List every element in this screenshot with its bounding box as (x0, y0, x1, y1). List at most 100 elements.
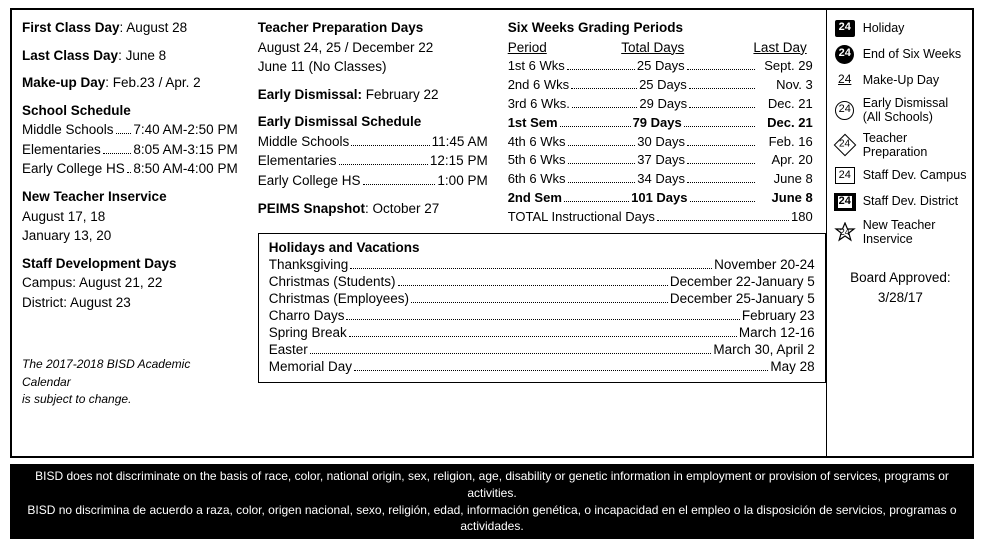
early-dismissal-label: Early Dismissal: (258, 87, 362, 102)
dotted-left: Early College HS (258, 171, 361, 191)
peims: PEIMS Snapshot: October 27 (258, 199, 488, 219)
dotted-row: Charro DaysFebruary 23 (269, 308, 815, 323)
legend-text: Early Dismissal (All Schools) (863, 96, 968, 125)
dotted-right: 8:50 AM-4:00 PM (133, 159, 237, 179)
disclaimer: BISD does not discriminate on the basis … (10, 464, 974, 539)
grading-period: 5th 6 Wks (508, 151, 566, 170)
first-class-value: : August 28 (120, 20, 188, 35)
page: First Class Day: August 28 Last Class Da… (0, 0, 984, 524)
legend-row: 24 Teacher Preparation (833, 131, 968, 160)
dotted-right: 7:40 AM-2:50 PM (133, 120, 237, 140)
column-2: Teacher Preparation Days August 24, 25 /… (248, 10, 498, 233)
dotted-row: Thanksgiving November 20-24 (269, 257, 815, 272)
grading-days: 25 Days (637, 57, 685, 76)
makeup-day: Make-up Day: Feb.23 / Apr. 2 (22, 73, 238, 93)
dotted-right: 8:05 AM-3:15 PM (133, 140, 237, 160)
dotted-right: December 22-January 5 (670, 274, 815, 289)
grading-lastday: Dec. 21 (757, 95, 813, 114)
legend-icon-underline: 24 (833, 70, 857, 90)
grading-row: 5th 6 Wks37 DaysApr. 20 (508, 151, 813, 170)
dotted-row: Christmas (Employees)December 25-January… (269, 291, 815, 306)
legend-text: Staff Dev. Campus (863, 168, 967, 182)
grading-total-label: TOTAL Instructional Days (508, 208, 655, 227)
grading-lastday: June 8 (757, 189, 813, 208)
early-dismissal-schedule-list: Middle Schools11:45 AMElementaries12:15 … (258, 132, 488, 191)
grading-lastday: Feb. 16 (757, 133, 813, 152)
dotted-row: Early College HS1:00 PM (258, 171, 488, 191)
dotted-left: Elementaries (22, 140, 101, 160)
legend-row: 24Make-Up Day (833, 70, 968, 90)
early-dismissal-value: February 22 (362, 87, 439, 102)
columns-2-3-wrap: Teacher Preparation Days August 24, 25 /… (248, 10, 826, 456)
peims-label: PEIMS Snapshot (258, 201, 365, 216)
legend-text: End of Six Weeks (863, 47, 961, 61)
legend-icon-circle-outline: 24 (833, 100, 857, 120)
grading-row: 6th 6 Wks34 DaysJune 8 (508, 170, 813, 189)
dotted-left: Early College HS (22, 159, 125, 179)
grading-days: 101 Days (631, 189, 687, 208)
legend-icon-diamond: 24 (833, 135, 857, 155)
board-label: Board Approved: (833, 268, 968, 288)
main-box: First Class Day: August 28 Last Class Da… (10, 8, 974, 458)
dotted-left: Elementaries (258, 151, 337, 171)
legend-row: 24Staff Dev. District (833, 192, 968, 212)
grading-lastday: Dec. 21 (757, 114, 813, 133)
dotted-left: Thanksgiving (269, 257, 349, 272)
grading-total-row: TOTAL Instructional Days 180 (508, 208, 813, 227)
disclaimer-es: BISD no discrimina de acuerdo a raza, co… (16, 502, 968, 536)
grading-row: 1st 6 Wks25 DaysSept. 29 (508, 57, 813, 76)
grading-period: 2nd Sem (508, 189, 562, 208)
dotted-row: Middle Schools11:45 AM (258, 132, 488, 152)
legend-row: 24Staff Dev. Campus (833, 166, 968, 186)
first-class-label: First Class Day (22, 20, 120, 35)
board-date: 3/28/17 (833, 288, 968, 308)
dotted-row: Elementaries 8:05 AM-3:15 PM (22, 140, 238, 160)
grading-total-value: 180 (791, 208, 813, 227)
legend-text: Holiday (863, 21, 905, 35)
dotted-left: Middle Schools (258, 132, 350, 152)
dotted-row: Early College HS 8:50 AM-4:00 PM (22, 159, 238, 179)
legend-text: Teacher Preparation (863, 131, 968, 160)
legend-text: New Teacher Inservice (863, 218, 968, 247)
holidays-box: Holidays and Vacations ThanksgivingNovem… (258, 233, 826, 383)
legend-row: 24 Early Dismissal (All Schools) (833, 96, 968, 125)
peims-value: : October 27 (365, 201, 439, 216)
makeup-value: : Feb.23 / Apr. 2 (105, 75, 200, 90)
grading-row: 2nd Sem 101 Days June 8 (508, 189, 813, 208)
grading-lastday: June 8 (757, 170, 813, 189)
dotted-right: November 20-24 (714, 257, 815, 272)
grading-period: 3rd 6 Wks. (508, 95, 570, 114)
footnote-2: is subject to change. (22, 391, 238, 408)
head-total: Total Days (598, 38, 708, 58)
disclaimer-en: BISD does not discriminate on the basis … (16, 468, 968, 502)
grading-row: 3rd 6 Wks.29 DaysDec. 21 (508, 95, 813, 114)
legend-row: 24 End of Six Weeks (833, 44, 968, 64)
grading-days: 37 Days (637, 151, 685, 170)
grading-period: 4th 6 Wks (508, 133, 566, 152)
grading-days: 34 Days (637, 170, 685, 189)
legend-icon-circle-filled: 24 (833, 44, 857, 64)
early-dismissal-sched-title: Early Dismissal Schedule (258, 112, 488, 132)
dotted-right: December 25-January 5 (670, 291, 815, 306)
grading-period: 2nd 6 Wks (508, 76, 569, 95)
grading-lastday: Nov. 3 (757, 76, 813, 95)
dotted-row: Christmas (Students) December 22-January … (269, 274, 815, 289)
grading-title: Six Weeks Grading Periods (508, 18, 813, 38)
dotted-left: Christmas (Students) (269, 274, 396, 289)
staff-dev-line2: District: August 23 (22, 293, 238, 313)
grading-days: 25 Days (639, 76, 687, 95)
staff-dev-line1: Campus: August 21, 22 (22, 273, 238, 293)
last-class-day: Last Class Day: June 8 (22, 46, 238, 66)
makeup-label: Make-up Day (22, 75, 105, 90)
dotted-left: Memorial Day (269, 359, 352, 374)
school-schedule-list: Middle Schools7:40 AM-2:50 PMElementarie… (22, 120, 238, 179)
column-1: First Class Day: August 28 Last Class Da… (12, 10, 248, 456)
head-last: Last Day (708, 38, 813, 58)
legend-icon-sq-filled: 24 (833, 18, 857, 38)
new-teacher-line2: January 13, 20 (22, 226, 238, 246)
legend-rows: 24 Holiday 24 End of Six Weeks 24Make-Up Day… (833, 18, 968, 246)
legend-text: Staff Dev. District (863, 194, 958, 208)
staff-dev-title: Staff Development Days (22, 254, 238, 274)
dotted-row: Memorial DayMay 28 (269, 359, 815, 374)
teacher-prep-line1: August 24, 25 / December 22 (258, 38, 488, 58)
